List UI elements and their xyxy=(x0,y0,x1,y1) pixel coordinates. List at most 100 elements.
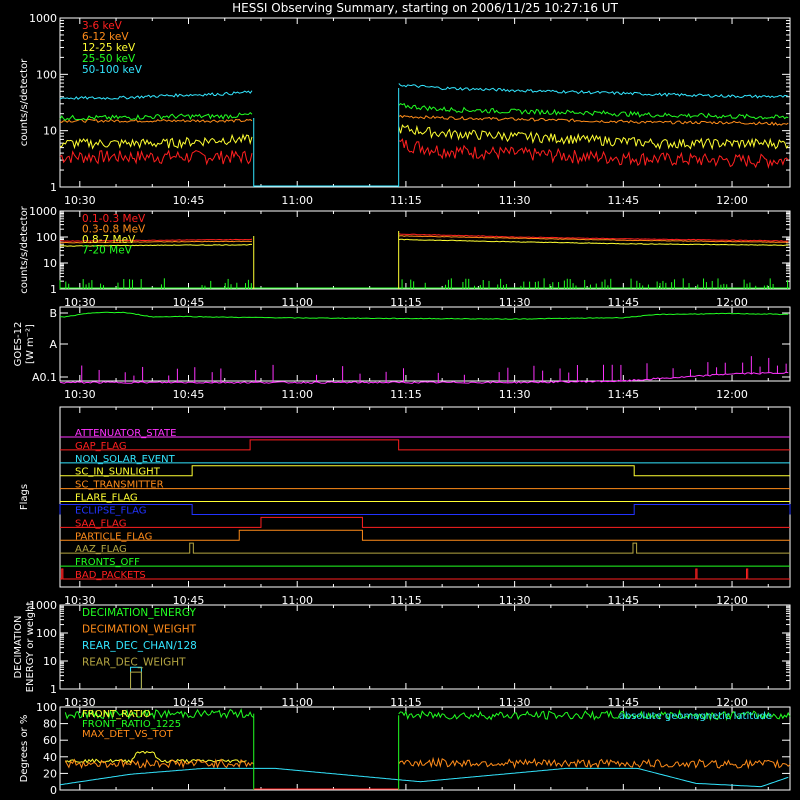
flag-label: FRONTS_OFF xyxy=(75,557,140,568)
series-line-3-6 keV xyxy=(398,138,789,169)
x-tick-label: 10:45 xyxy=(173,696,205,709)
series-line-25-50 keV xyxy=(59,112,253,121)
y-tick-label: 40 xyxy=(43,751,57,764)
flag-trace xyxy=(59,503,791,515)
y-tick-label: 10 xyxy=(43,655,57,668)
x-tick-label: 11:15 xyxy=(390,296,422,309)
x-tick-label: 11:30 xyxy=(499,194,531,207)
x-tick-label: 11:45 xyxy=(607,296,639,309)
x-tick-label: 11:45 xyxy=(607,194,639,207)
y-axis-label: Degrees or % xyxy=(19,715,30,783)
series-line-3-6 keV xyxy=(59,149,253,166)
y-axis-label: DECIMATION xyxy=(13,615,24,678)
x-tick-label: 11:15 xyxy=(390,388,422,401)
flag-label: NON_SOLAR_EVENT xyxy=(75,454,176,465)
series-line-0.3-0.8 MeV xyxy=(59,240,253,244)
series-line-0.1-0.3 MeV xyxy=(60,238,253,242)
ratio-line-absolute geomagnetic latitude xyxy=(59,767,789,788)
flags-plot-frame xyxy=(59,406,791,588)
legend-entry: REAR_DEC_WEIGHT xyxy=(82,657,186,669)
legend-entry: DECIMATION_ENERGY xyxy=(82,607,196,619)
y-tick-label: A0.1 xyxy=(32,371,57,384)
goes-plot-frame xyxy=(59,306,791,382)
ratio-line-FRONT_RATIO_1225 xyxy=(398,709,791,721)
decimation-step xyxy=(130,671,142,689)
flag-label: AAZ_FLAG xyxy=(75,544,127,555)
x-tick-label: 11:45 xyxy=(607,388,639,401)
legend-entry: DECIMATION_WEIGHT xyxy=(82,624,197,636)
ratios-plot-frame xyxy=(59,706,791,791)
legend-entry: REAR_DEC_CHAN/128 xyxy=(82,640,197,652)
goes-short-line xyxy=(59,371,789,384)
x-tick-label: 11:45 xyxy=(607,696,639,709)
series-line-25-50 keV xyxy=(398,102,789,120)
flag-label: GAP_FLAG xyxy=(75,441,127,452)
decimation-plot-frame xyxy=(59,604,791,690)
series-line-50-100 keV xyxy=(398,83,789,99)
flag-label: ATTENUATOR_STATE xyxy=(75,428,176,439)
x-tick-label: 10:30 xyxy=(64,594,96,607)
legend-entry: FRONT_RATIO_1225 xyxy=(82,719,181,730)
y-tick-label: 100 xyxy=(36,701,57,714)
y-tick-label: 1 xyxy=(50,283,57,296)
y-tick-label: 100 xyxy=(36,231,57,244)
x-tick-label: 11:15 xyxy=(390,696,422,709)
flag-trace xyxy=(60,439,790,451)
series-line-12-25 keV xyxy=(59,133,253,150)
goes-long-line xyxy=(60,311,789,320)
y-tick-label: 10 xyxy=(43,257,57,270)
flag-trace xyxy=(60,529,790,541)
x-tick-label: 12:00 xyxy=(716,194,748,207)
x-tick-label: 11:15 xyxy=(390,594,422,607)
ratio-line-MAX_DET_VS_TOT xyxy=(64,758,255,769)
x-tick-label: 12:00 xyxy=(716,296,748,309)
y-tick-label: 20 xyxy=(43,767,57,780)
x-tick-label: 10:45 xyxy=(173,296,205,309)
series-line-12-25 keV xyxy=(398,124,789,151)
x-tick-label: 11:30 xyxy=(499,388,531,401)
flag-label: FLARE_FLAG xyxy=(75,493,138,504)
series-line-0.3-0.8 MeV xyxy=(398,235,789,243)
x-tick-label: 10:30 xyxy=(64,194,96,207)
flag-trace xyxy=(60,542,790,554)
x-tick-label: 10:30 xyxy=(64,296,96,309)
series-line-0.8-7 MeV xyxy=(59,243,252,247)
hi_energy-plot-frame xyxy=(59,210,791,290)
legend-entry: 0.8-7 MeV xyxy=(82,234,136,246)
legend-entry: 7-20 MeV xyxy=(82,245,133,257)
legend-entry: MAX_DET_VS_TOT xyxy=(82,729,174,740)
x-tick-label: 11:00 xyxy=(281,594,313,607)
x-tick-label: 12:00 xyxy=(716,594,748,607)
ratio-line-FRONT_RATIO_1225 xyxy=(64,708,254,720)
series-line-50-100 keV xyxy=(59,90,253,100)
x-tick-label: 11:30 xyxy=(499,296,531,309)
x-tick-label: 11:00 xyxy=(281,388,313,401)
y-tick-label: 80 xyxy=(43,718,57,731)
x-tick-label: 10:45 xyxy=(173,194,205,207)
flag-label: BAD_PACKETS xyxy=(75,570,146,581)
x-tick-label: 11:15 xyxy=(390,194,422,207)
y-tick-label: A xyxy=(49,338,57,351)
decimation-step xyxy=(130,666,142,689)
y-tick-label: 1 xyxy=(50,683,57,696)
flag-trace xyxy=(60,568,790,580)
x-tick-label: 10:30 xyxy=(64,696,96,709)
legend-entry: 25-50 keV xyxy=(82,53,136,65)
legend-entry: 0.1-0.3 MeV xyxy=(82,213,146,225)
legend-entry: 50-100 keV xyxy=(82,64,143,76)
lo_energy-plot-frame xyxy=(59,17,791,188)
y-axis-label: counts/s/detector xyxy=(19,205,30,293)
flag-trace xyxy=(60,465,790,477)
y-axis-label: [W m⁻²] xyxy=(25,324,36,364)
x-tick-label: 11:45 xyxy=(607,594,639,607)
y-axis-label: Flags xyxy=(19,484,30,510)
x-tick-label: 12:00 xyxy=(716,388,748,401)
y-tick-label: 1000 xyxy=(29,599,57,612)
flag-label: ECLIPSE_FLAG xyxy=(75,505,146,516)
x-tick-label: 11:00 xyxy=(281,296,313,309)
series-line-0.1-0.3 MeV xyxy=(398,233,789,242)
legend-entry: FRONT_RATIO xyxy=(82,709,151,720)
y-tick-label: 60 xyxy=(43,734,57,747)
y-tick-label: 100 xyxy=(36,68,57,81)
